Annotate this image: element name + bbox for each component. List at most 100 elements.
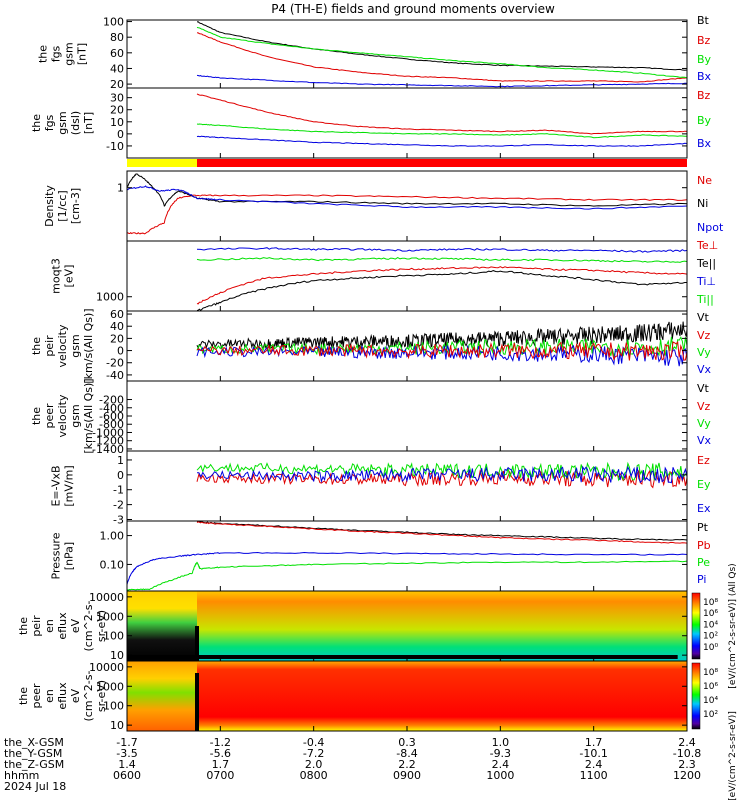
peir_spectrogram-ytick-label-0: 10 <box>110 649 124 662</box>
peir_spectrogram-colorbar-tick-2: 10⁴ <box>703 620 718 630</box>
peer_velocity-ylabel-4: [km/s(All Qs)] <box>82 378 95 453</box>
efield-ylabel-0: E=-VxB <box>50 465 63 506</box>
peer_velocity-ylabel-2: velocity <box>56 394 69 437</box>
efield-ytick-label-0: -3 <box>113 514 124 527</box>
peir_spectrogram-ylabel-4: eV <box>69 618 82 633</box>
density-legend-1: Ni <box>697 197 708 210</box>
x-axis-row-label-1: the_Y-GSM <box>4 747 62 760</box>
pressure-series-Pe <box>126 560 688 591</box>
fgs_dsl-ytick-label-4: 30 <box>110 92 124 105</box>
fgs_dsl-legend-2: Bx <box>697 137 712 150</box>
peir_spectrogram-ylabel-1: peir <box>30 615 43 637</box>
pressure-ytick-label-0: 0.10 <box>100 558 125 571</box>
x-axis-tick-4-2: 2.4 <box>492 758 510 771</box>
peir_spectrogram-main-region <box>197 591 687 661</box>
peir_velocity-series-Vy <box>196 336 688 358</box>
x-axis-row-label-0: the_X-GSM <box>4 736 64 749</box>
fgs_gsm-ytick-label-2: 60 <box>110 47 124 60</box>
peer_spectrogram-ylabel-2: en <box>43 689 56 703</box>
fgs_dsl-ylabel-4: [nT] <box>82 112 95 134</box>
peir_velocity-ylabel-4: [km/s(All Qs)] <box>82 308 95 383</box>
x-axis-tick-6-2: 2.3 <box>678 758 696 771</box>
peir_spectrogram-ylabel-3: eflux <box>56 612 69 640</box>
efield-legend-0: Ez <box>697 454 710 467</box>
fgs_dsl-ytick-label-3: 20 <box>110 104 124 117</box>
peir_spectrogram-ylabel-0: the <box>17 617 30 635</box>
panel-fgs_gsm: 20 40 60 80 100 the fgs gsm [nT] Bt Bz By Bx <box>37 14 712 91</box>
efield-ylabel-1: [mV/m] <box>63 465 76 506</box>
peer_velocity-ytick-label-5: -400 <box>99 402 124 415</box>
peer_velocity-ylabel-3: gsm <box>69 404 82 427</box>
peer_velocity-legend-2: Vy <box>697 417 711 430</box>
efield-ytick-label-3: 0 <box>117 469 124 482</box>
x-axis-tick-5-3: 1100 <box>580 769 608 782</box>
peer_spectrogram-colorbar-tick-3: 10² <box>703 710 718 720</box>
panel-efield: -3 -2 -1 0 1 E=-VxB [mV/m] Ez Ey Ex <box>50 450 711 527</box>
efield-ytick-label-4: 1 <box>117 454 124 467</box>
density-ylabel-2: [cm-3] <box>69 188 82 224</box>
fgs_gsm-ylabel-0: the <box>37 45 50 63</box>
peer_velocity-legend-3: Vx <box>697 434 712 447</box>
fgs_gsm-ytick-label-1: 40 <box>110 62 124 75</box>
pressure-ylabel-0: Pressure <box>50 532 63 579</box>
pressure-series-Pb <box>196 521 688 544</box>
pressure-legend-3: Pi <box>697 573 706 586</box>
temperature-legend-1: Te|| <box>696 257 716 270</box>
peir_velocity-ylabel-0: the <box>30 337 43 355</box>
x-axis-tick-0-1: -3.5 <box>116 747 137 760</box>
peer_velocity-frame <box>126 380 688 452</box>
x-axis-tick-6-3: 1200 <box>673 769 701 782</box>
temperature-legend-0: Te⊥ <box>696 239 718 252</box>
efield-legend-2: Ex <box>697 502 711 515</box>
peer_spectrogram-ylabel-4: eV <box>69 688 82 703</box>
panel-peer_velocity: -1400-1200-1000-800-600-400-200 the peer ve… <box>30 378 712 456</box>
peir_spectrogram-colorbar-label: [eV/(cm^2-s-sr-eV)] (All Qs) <box>728 563 738 688</box>
x-axis-tick-0-2: 1.4 <box>118 758 136 771</box>
peir_spectrogram-colorbar-tick-0: 10⁸ <box>703 598 718 608</box>
peir_velocity-ytick-label-0: -40 <box>106 369 124 382</box>
density-series-Npot <box>126 185 688 210</box>
density-legend-0: Ne <box>697 174 712 187</box>
x-axis-tick-1-0: -1.2 <box>210 736 231 749</box>
peir_velocity-legend-0: Vt <box>697 311 710 324</box>
peer_velocity-ytick-label-4: -600 <box>99 410 124 423</box>
x-axis-tick-3-0: 0.3 <box>398 736 416 749</box>
efield-legend-1: Ey <box>697 478 711 491</box>
x-axis-tick-6-0: 2.4 <box>678 736 696 749</box>
temperature-ylabel-0: moqt3 <box>50 258 63 294</box>
peer_spectrogram-ytick-label-0: 10 <box>110 719 124 732</box>
fgs_gsm-frame <box>126 19 688 89</box>
peer_velocity-ytick-label-6: -200 <box>99 394 124 407</box>
peer_spectrogram-ylabel-5: (cm^2-s- <box>82 671 95 722</box>
peir_velocity-frame <box>126 310 688 382</box>
fgs_gsm-series-By <box>196 26 688 79</box>
peir_spectrogram-ylabel-6: sr-eV) <box>95 610 108 642</box>
x-axis-row-label-4: 2024 Jul 18 <box>4 780 66 793</box>
mode-bar-segment-1 <box>197 159 687 167</box>
pressure-series-Pt <box>196 521 688 541</box>
peer_spectrogram-colorbar <box>691 662 701 730</box>
peir_velocity-series-Vx <box>196 344 688 367</box>
fgs_gsm-ytick-label-4: 100 <box>103 16 124 29</box>
x-axis-tick-3-1: -8.4 <box>396 747 417 760</box>
fgs_dsl-ytick-label-2: 10 <box>110 116 124 129</box>
peir_spectrogram-colorbar <box>691 592 701 660</box>
peer_velocity-ytick-label-3: -800 <box>99 418 124 431</box>
x-axis-row-label-2: the_Z-GSM <box>4 758 64 771</box>
peir_velocity-ylabel-2: velocity <box>56 324 69 367</box>
x-axis-tick-2-2: 2.0 <box>305 758 323 771</box>
panel-pressure: 0.10 1.00 Pressure [nPa] Pt Pb Pe Pi <box>50 520 711 592</box>
x-axis-tick-1-2: 1.7 <box>212 758 230 771</box>
panel-peer_spectrogram: 10⁸ 10⁶ 10⁴ 10² [eV/(cm^2-s-sr-eV)] 10 100 1000… <box>17 660 738 801</box>
peir_velocity-ytick-label-4: 40 <box>110 320 124 333</box>
peir_spectrogram-data-gap <box>195 626 199 661</box>
peir_spectrogram-colorbar-tick-4: 10⁰ <box>703 643 718 653</box>
x-axis-tick-2-0: -0.4 <box>303 736 324 749</box>
x-axis-tick-2-3: 0800 <box>300 769 328 782</box>
pressure-ytick-label-1: 1.00 <box>100 530 125 543</box>
x-axis-tick-5-0: 1.7 <box>585 736 603 749</box>
mode-bar-segment-0 <box>127 159 197 167</box>
